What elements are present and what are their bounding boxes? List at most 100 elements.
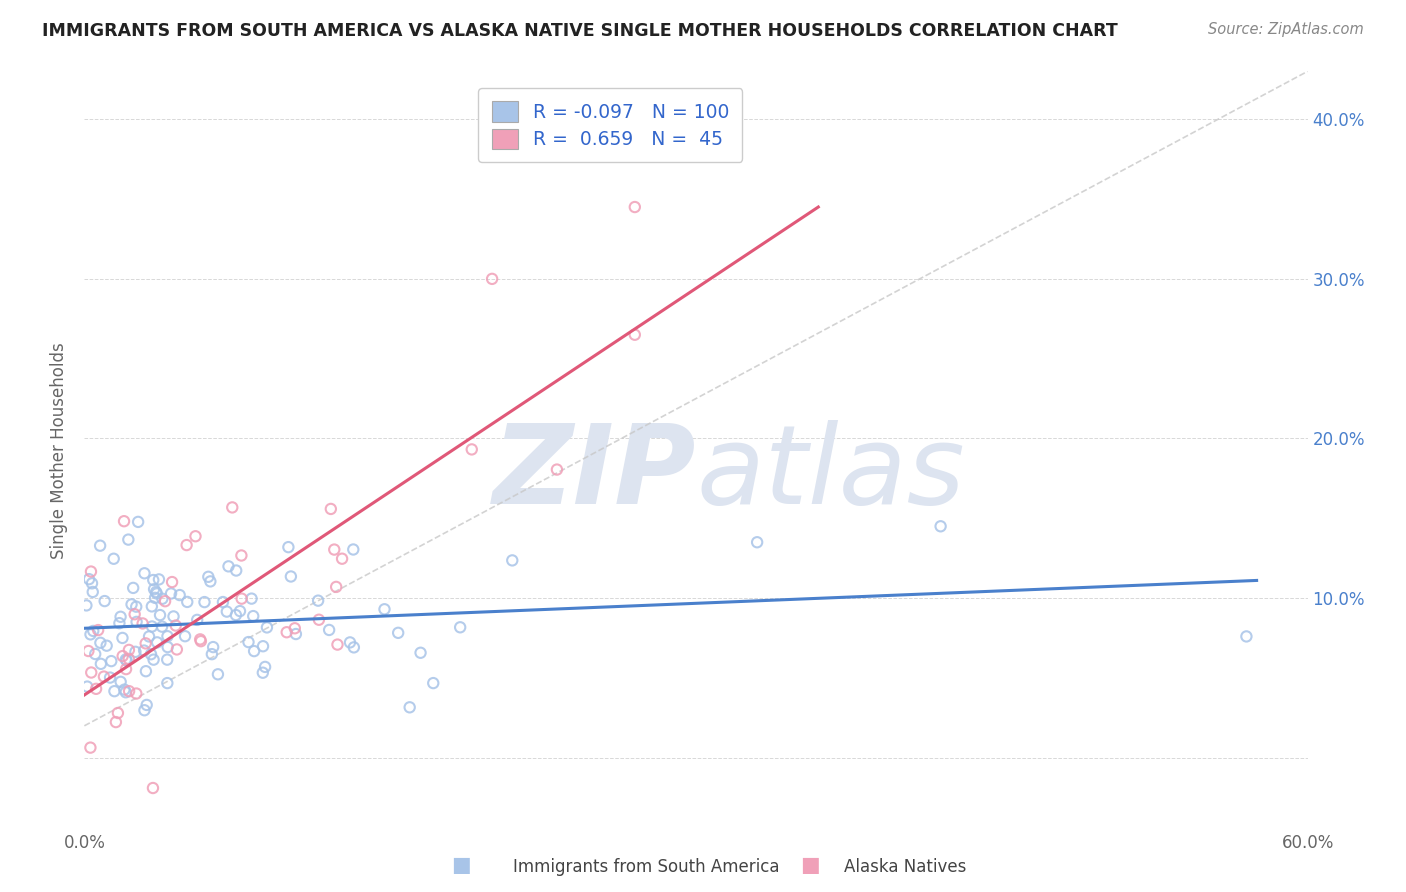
Point xyxy=(98,671,121,685)
Point xyxy=(75,599,97,613)
Point xyxy=(323,542,346,557)
Point xyxy=(481,272,503,286)
Point xyxy=(387,625,409,640)
Point xyxy=(132,643,155,657)
Point xyxy=(124,645,146,659)
Point xyxy=(114,685,136,699)
Point xyxy=(342,542,364,557)
Point xyxy=(84,681,107,696)
Point xyxy=(142,573,165,587)
Point xyxy=(207,667,229,681)
Point xyxy=(76,680,98,694)
Point xyxy=(118,643,141,657)
Point xyxy=(79,740,101,755)
Point xyxy=(176,595,198,609)
Point xyxy=(118,652,141,666)
Point xyxy=(165,618,187,632)
Text: Source: ZipAtlas.com: Source: ZipAtlas.com xyxy=(1208,22,1364,37)
Point xyxy=(254,660,277,674)
Point xyxy=(135,664,157,678)
Point xyxy=(120,872,142,887)
Point xyxy=(143,591,166,605)
Point xyxy=(122,581,145,595)
Point xyxy=(121,598,143,612)
Text: ■: ■ xyxy=(451,855,471,875)
Point xyxy=(124,607,146,622)
Point xyxy=(115,653,138,667)
Point xyxy=(276,625,298,640)
Point xyxy=(252,665,274,680)
Point xyxy=(307,593,329,607)
Point xyxy=(422,676,444,690)
Point xyxy=(280,569,302,583)
Text: IMMIGRANTS FROM SOUTH AMERICA VS ALASKA NATIVE SINGLE MOTHER HOUSEHOLDS CORRELAT: IMMIGRANTS FROM SOUTH AMERICA VS ALASKA … xyxy=(42,22,1118,40)
Point xyxy=(373,602,395,616)
Point xyxy=(80,565,103,579)
Point xyxy=(174,629,197,643)
Text: atlas: atlas xyxy=(696,420,965,526)
Point xyxy=(330,551,353,566)
Point xyxy=(134,703,156,717)
Point xyxy=(111,649,134,664)
Point xyxy=(87,623,110,637)
Point xyxy=(343,640,366,655)
Point xyxy=(153,594,176,608)
Point xyxy=(240,591,263,606)
Point xyxy=(186,613,208,627)
Point xyxy=(326,638,349,652)
Point xyxy=(125,599,148,614)
Point xyxy=(149,608,172,623)
Point xyxy=(96,639,118,653)
Point xyxy=(131,616,153,631)
Point xyxy=(156,640,179,654)
Point xyxy=(409,646,432,660)
Point xyxy=(80,576,103,591)
Point xyxy=(117,533,139,547)
Point xyxy=(162,609,184,624)
Point xyxy=(82,585,104,599)
Point xyxy=(156,676,179,690)
Point xyxy=(546,462,568,476)
Point xyxy=(107,706,129,720)
Point xyxy=(141,599,163,614)
Point xyxy=(138,630,160,644)
Point xyxy=(82,624,104,638)
Point xyxy=(127,515,149,529)
Point xyxy=(1236,629,1258,643)
Legend: R = -0.097   N = 100, R =  0.659   N =  45: R = -0.097 N = 100, R = 0.659 N = 45 xyxy=(478,88,742,162)
Point xyxy=(284,627,307,641)
Point xyxy=(624,327,647,342)
Point xyxy=(118,684,141,698)
Point xyxy=(277,540,299,554)
Point xyxy=(166,642,188,657)
Y-axis label: Single Mother Households: Single Mother Households xyxy=(49,343,67,558)
Point xyxy=(146,586,169,600)
Point xyxy=(77,572,100,586)
Point xyxy=(108,616,131,631)
Point xyxy=(256,620,278,634)
Point xyxy=(150,620,173,634)
Point xyxy=(252,639,274,653)
Point xyxy=(111,631,134,645)
Point xyxy=(103,551,125,566)
Point xyxy=(624,200,647,214)
Point xyxy=(225,608,247,623)
Point xyxy=(190,634,212,648)
Point xyxy=(143,582,166,597)
Text: Immigrants from South America: Immigrants from South America xyxy=(513,858,780,876)
Point xyxy=(284,621,307,635)
Point xyxy=(398,700,420,714)
Point xyxy=(142,653,165,667)
Point xyxy=(110,609,132,624)
Text: ZIP: ZIP xyxy=(492,420,696,526)
Point xyxy=(80,665,103,680)
Point xyxy=(318,623,340,637)
Point xyxy=(243,644,266,658)
Text: Alaska Natives: Alaska Natives xyxy=(844,858,966,876)
Point xyxy=(501,553,523,567)
Point xyxy=(325,580,347,594)
Point xyxy=(125,615,148,629)
Point xyxy=(146,635,169,649)
Point xyxy=(150,591,173,606)
Point xyxy=(139,647,162,661)
